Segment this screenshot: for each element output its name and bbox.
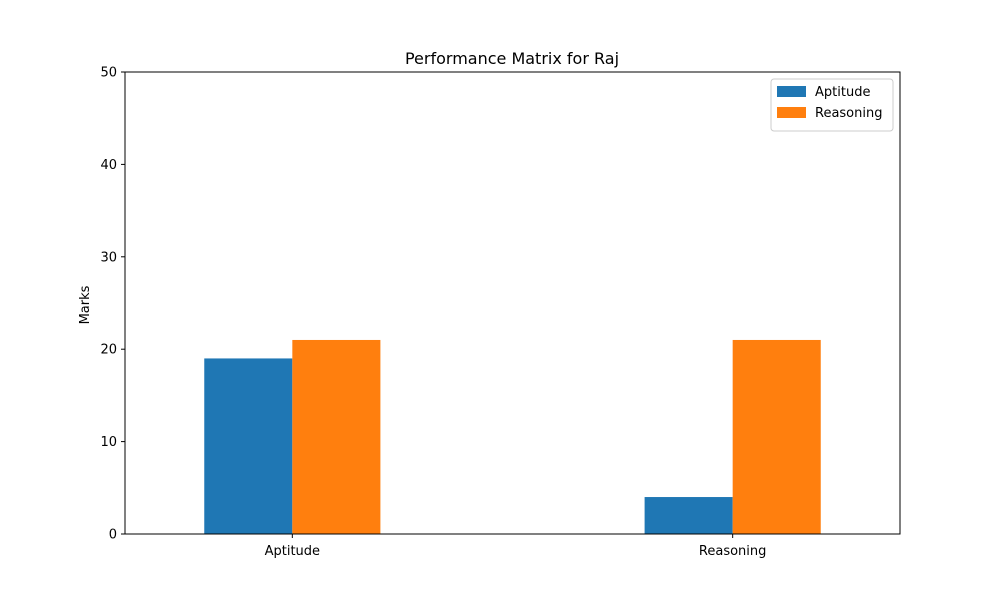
y-tick-label: 10 [100, 435, 117, 450]
x-tick-label: Aptitude [265, 544, 320, 559]
x-ticks-group: Aptitude Reasoning [265, 534, 767, 559]
bars-group [204, 340, 820, 534]
bar-aptitude-aptitude [204, 358, 292, 534]
chart-title: Performance Matrix for Raj [405, 49, 619, 68]
y-tick-label: 30 [100, 250, 117, 265]
legend-label-reasoning: Reasoning [815, 106, 882, 121]
y-tick-label: 40 [100, 158, 117, 173]
bar-reasoning-reasoning [733, 340, 821, 534]
y-tick-label: 50 [100, 66, 117, 81]
bar-reasoning-aptitude [292, 340, 380, 534]
bar-aptitude-reasoning [645, 497, 733, 534]
legend-label-aptitude: Aptitude [815, 85, 870, 100]
legend: Aptitude Reasoning [771, 79, 893, 131]
y-tick-label: 0 [109, 528, 117, 543]
y-ticks-group: 0 10 20 30 40 50 [100, 66, 125, 543]
legend-swatch-reasoning [777, 107, 806, 118]
y-tick-label: 20 [100, 343, 117, 358]
y-axis-label: Marks [78, 285, 93, 324]
x-tick-label: Reasoning [699, 544, 766, 559]
legend-swatch-aptitude [777, 86, 806, 97]
